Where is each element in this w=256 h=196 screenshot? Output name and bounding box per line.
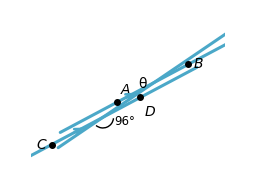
Text: C: C — [36, 138, 46, 152]
Text: A: A — [120, 83, 130, 97]
Text: B: B — [194, 57, 204, 71]
Text: 96°: 96° — [114, 115, 135, 128]
Text: D: D — [144, 105, 155, 119]
Text: θ: θ — [138, 77, 147, 92]
